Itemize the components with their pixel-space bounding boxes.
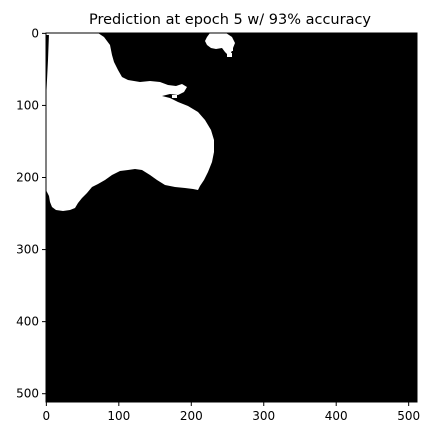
mask-image	[46, 33, 417, 402]
mask-fragment	[46, 33, 49, 35]
x-tick-label: 0	[43, 409, 51, 423]
x-tick-label: 400	[325, 409, 348, 423]
y-tick-label: 200	[16, 171, 39, 185]
y-tick-label: 100	[16, 98, 39, 112]
y-axis: 0 100 200 300 400 500	[16, 26, 46, 401]
mask-fragment	[227, 53, 232, 57]
mask-fragment	[227, 48, 233, 51]
x-tick-label: 300	[252, 409, 275, 423]
y-tick-label: 0	[31, 26, 39, 40]
x-tick-label: 200	[180, 409, 203, 423]
y-tick-label: 400	[16, 315, 39, 329]
y-tick-label: 300	[16, 243, 39, 257]
x-axis: 0 100 200 300 400 500	[43, 402, 420, 423]
x-tick-label: 100	[107, 409, 130, 423]
x-tick-label: 500	[397, 409, 420, 423]
y-tick-label: 500	[16, 387, 39, 401]
mask-region-main	[46, 33, 214, 211]
plot-title: Prediction at epoch 5 w/ 93% accuracy	[89, 12, 371, 28]
axes-frame	[45, 32, 418, 403]
mask-fragment	[172, 95, 177, 98]
